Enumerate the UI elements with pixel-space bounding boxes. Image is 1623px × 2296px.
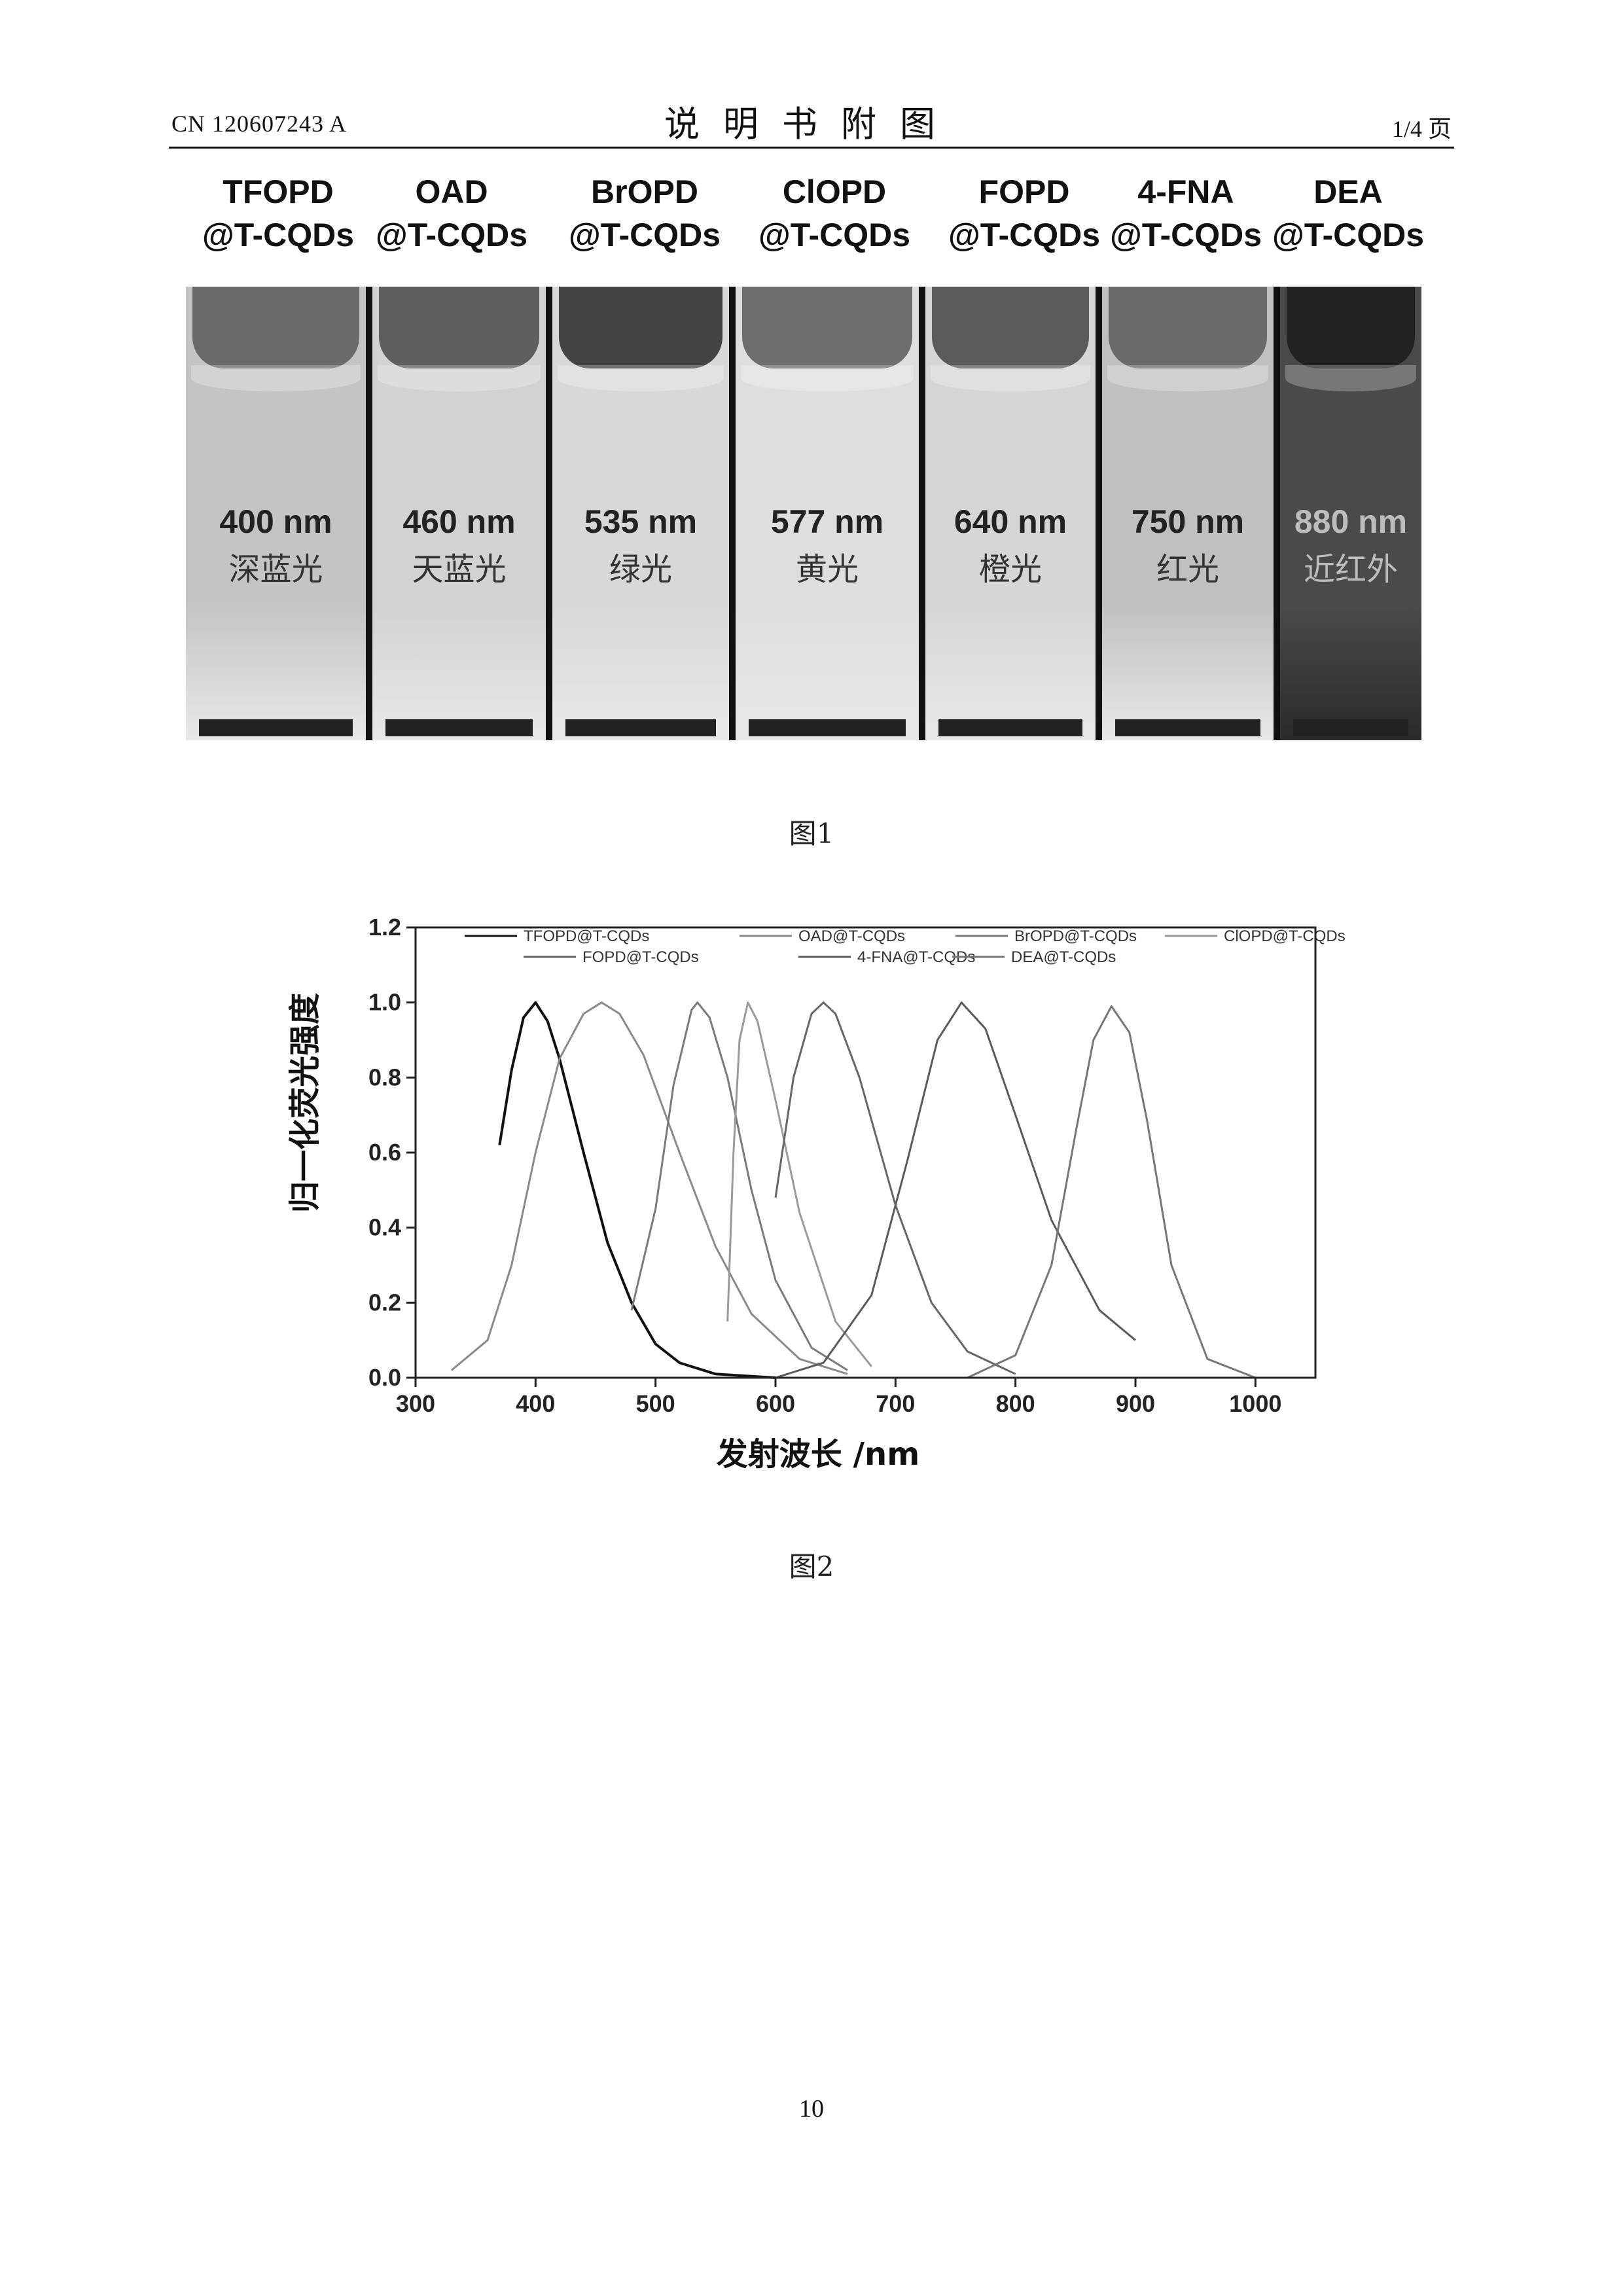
vial-meniscus: [1107, 365, 1268, 391]
vial-meniscus: [1285, 365, 1416, 391]
vial-wavelength: 577 nm: [736, 503, 919, 541]
x-tick-label: 900: [1116, 1390, 1155, 1417]
vial-base: [1115, 719, 1260, 736]
vial-headspace: [742, 287, 912, 368]
vial-base: [938, 719, 1082, 736]
y-tick-label: 0.2: [368, 1289, 401, 1316]
sample-name: ClOPD@T-CQDs: [730, 170, 939, 257]
vial: 750 nm红光: [1102, 287, 1274, 740]
vial-base: [749, 719, 906, 736]
vial-wavelength: 640 nm: [925, 503, 1096, 541]
x-tick-label: 1000: [1229, 1390, 1281, 1417]
y-tick-label: 0.0: [368, 1364, 401, 1391]
y-tick-label: 0.6: [368, 1139, 401, 1166]
series-line: [499, 1003, 776, 1378]
legend-entry: OAD@T-CQDs: [798, 927, 905, 945]
chart-legend: TFOPD@T-CQDs OAD@T-CQDs BrOPD@T-CQDs ClOPD@…: [465, 927, 1346, 966]
vial-base: [199, 719, 353, 736]
sample-name: BrOPD@T-CQDs: [540, 170, 749, 257]
vial-wavelength: 400 nm: [186, 503, 366, 541]
vial-color-name: 黄光: [736, 543, 919, 589]
vial-meniscus: [378, 365, 541, 391]
vial-headspace: [379, 287, 539, 368]
series-line: [452, 1003, 847, 1374]
sample-name-line2: @T-CQDs: [540, 213, 749, 257]
y-tick-label: 1.0: [368, 989, 401, 1016]
sample-name-line2: @T-CQDs: [347, 213, 556, 257]
vial: 577 nm黄光: [736, 287, 919, 740]
vial: 640 nm橙光: [925, 287, 1096, 740]
vial-base: [1293, 719, 1408, 736]
page-number: 10: [0, 2094, 1623, 2123]
emission-spectra-chart: TFOPD@T-CQDs OAD@T-CQDs BrOPD@T-CQDs ClOPD@…: [275, 890, 1348, 1492]
y-tick-label: 0.4: [368, 1214, 401, 1241]
chart-ticks: 300 400 500 600 700 800 900 1000 0.0 0.2 0.4 0.6 0.8…: [368, 914, 1315, 1417]
sample-name-line1: DEA: [1243, 170, 1453, 213]
x-tick-label: 500: [636, 1390, 675, 1417]
x-tick-label: 300: [396, 1390, 435, 1417]
vial-headspace: [192, 287, 359, 368]
vial-meniscus: [741, 365, 914, 391]
legend-entry: BrOPD@T-CQDs: [1014, 927, 1137, 945]
vial-photo: 400 nm深蓝光460 nm天蓝光535 nm绿光577 nm黄光640 nm…: [186, 287, 1421, 740]
x-tick-label: 400: [516, 1390, 555, 1417]
vial: 880 nm近红外: [1280, 287, 1421, 740]
y-axis-label: 归一化荧光强度: [287, 993, 323, 1213]
vial-meniscus: [191, 365, 361, 391]
sample-name-line2: @T-CQDs: [730, 213, 939, 257]
vial-color-name: 天蓝光: [372, 543, 546, 589]
x-tick-label: 700: [876, 1390, 915, 1417]
y-tick-label: 1.2: [368, 914, 401, 941]
vial-headspace: [1287, 287, 1415, 368]
plot-frame: [416, 927, 1315, 1378]
vial-wavelength: 880 nm: [1280, 503, 1421, 541]
header-rule: [169, 147, 1454, 149]
vial-base: [565, 719, 716, 736]
sample-name-line1: BrOPD: [540, 170, 749, 213]
vial-wavelength: 535 nm: [552, 503, 729, 541]
vial-wavelength: 750 nm: [1102, 503, 1274, 541]
legend-entry: TFOPD@T-CQDs: [524, 927, 649, 945]
figure-2-caption: 图2: [0, 1545, 1623, 1585]
vial: 400 nm深蓝光: [186, 287, 366, 740]
series-line: [967, 1006, 1255, 1378]
sample-name: DEA@T-CQDs: [1243, 170, 1453, 257]
vial-color-name: 近红外: [1280, 543, 1421, 589]
vial-wavelength: 460 nm: [372, 503, 546, 541]
sample-name-line1: OAD: [347, 170, 556, 213]
vial-color-name: 橙光: [925, 543, 1096, 589]
sample-name: OAD@T-CQDs: [347, 170, 556, 257]
vial-color-name: 绿光: [552, 543, 729, 589]
legend-entry: DEA@T-CQDs: [1011, 948, 1116, 966]
series-line: [776, 1003, 1016, 1374]
vial-color-name: 深蓝光: [186, 543, 366, 589]
vial-meniscus: [558, 365, 724, 391]
sample-name-line1: ClOPD: [730, 170, 939, 213]
vial-headspace: [559, 287, 722, 368]
legend-entry: FOPD@T-CQDs: [582, 948, 699, 966]
figure-1-caption: 图1: [0, 812, 1623, 852]
vial-headspace: [932, 287, 1089, 368]
legend-entry: ClOPD@T-CQDs: [1224, 927, 1346, 945]
vial-color-name: 红光: [1102, 543, 1274, 589]
header-title: 说明书附图: [0, 95, 1623, 147]
y-tick-label: 0.8: [368, 1064, 401, 1090]
x-tick-label: 600: [756, 1390, 795, 1417]
vial: 460 nm天蓝光: [372, 287, 546, 740]
header-page-of: 1/4 页: [1392, 110, 1452, 144]
figure-1: TFOPD@T-CQDsOAD@T-CQDsBrOPD@T-CQDsClOPD@…: [0, 170, 1623, 746]
vial-meniscus: [931, 365, 1090, 391]
sample-name-line2: @T-CQDs: [1243, 213, 1453, 257]
x-tick-label: 800: [996, 1390, 1035, 1417]
chart-plot-area: [452, 1003, 1255, 1378]
vial: 535 nm绿光: [552, 287, 729, 740]
x-axis-label: 发射波长 /nm: [717, 1436, 919, 1473]
vial-headspace: [1109, 287, 1267, 368]
series-line: [776, 1003, 1135, 1378]
vial-base: [385, 719, 533, 736]
